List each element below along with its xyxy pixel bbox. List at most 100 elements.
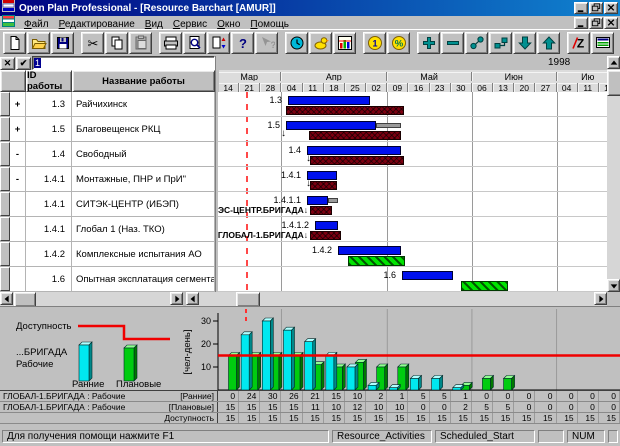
scroll-left-button[interactable] xyxy=(186,292,199,305)
task-id-cell[interactable]: 1.6 xyxy=(26,267,72,291)
task-name-cell[interactable]: Опытная эксплатация сегмента xyxy=(72,267,215,291)
row-selector[interactable] xyxy=(0,117,10,141)
resource-duck-button[interactable] xyxy=(309,31,332,54)
task-name-cell[interactable]: СИТЭК-ЦЕНТР (ИБЭП) xyxy=(72,192,215,216)
menu-файл[interactable]: Файл xyxy=(24,18,49,30)
task-row[interactable]: +1.3 Райчихинск xyxy=(0,92,215,117)
expand-toggle[interactable] xyxy=(10,242,26,266)
task-id-cell[interactable]: 1.4.1 xyxy=(26,167,72,191)
task-name-cell[interactable]: Комплексные испытания АО xyxy=(72,242,215,266)
scroll-down-button[interactable] xyxy=(607,279,620,292)
baseline-bar[interactable] xyxy=(309,131,401,140)
task-id-cell[interactable]: 1.3 xyxy=(26,92,72,116)
task-name-cell[interactable]: Свободный xyxy=(72,142,215,166)
baseline-bar[interactable] xyxy=(286,106,404,115)
task-row[interactable]: 1.6 Опытная эксплатация сегмента xyxy=(0,267,215,292)
move-down-button[interactable] xyxy=(513,31,536,54)
move-up-button[interactable] xyxy=(537,31,560,54)
baseline-bar[interactable] xyxy=(310,231,341,240)
task-id-cell[interactable]: 1.4.1 xyxy=(26,217,72,241)
scroll-thumb[interactable] xyxy=(236,292,260,307)
task-id-cell[interactable]: 1.4.1 xyxy=(26,192,72,216)
window-restore-button[interactable] xyxy=(589,2,603,14)
scroll-thumb[interactable] xyxy=(607,70,620,96)
scroll-left-button[interactable] xyxy=(0,292,13,305)
early-schedule-bar[interactable] xyxy=(288,96,370,105)
print-button[interactable] xyxy=(159,31,182,54)
planned-schedule-bar[interactable] xyxy=(461,281,508,291)
menu-помощь[interactable]: Помощь xyxy=(250,18,290,30)
window-minimize-button[interactable] xyxy=(574,2,588,14)
expand-toggle[interactable] xyxy=(10,217,26,241)
expand-toggle[interactable] xyxy=(10,192,26,216)
sort-z-button[interactable]: Z xyxy=(567,31,590,54)
expand-toggle[interactable]: + xyxy=(10,117,26,141)
percent-button[interactable]: % xyxy=(387,31,410,54)
remove-node-button[interactable] xyxy=(441,31,464,54)
row-selector[interactable] xyxy=(0,217,10,241)
vertical-scrollbar[interactable] xyxy=(607,56,620,292)
copy-button[interactable] xyxy=(105,31,128,54)
expand-toggle[interactable]: - xyxy=(10,167,26,191)
add-node-button[interactable] xyxy=(417,31,440,54)
coin-button[interactable]: 1 xyxy=(363,31,386,54)
early-schedule-bar[interactable] xyxy=(338,246,401,255)
task-row[interactable]: 1.4.1 Глобал 1 (Наз. ТКО) xyxy=(0,217,215,242)
help-button[interactable]: ? xyxy=(231,31,254,54)
task-name-cell[interactable]: Монтажные, ПНР и ПрИ" xyxy=(72,167,215,191)
task-row[interactable]: 1.4.2 Комплексные испытания АО xyxy=(0,242,215,267)
baseline-bar[interactable] xyxy=(310,181,337,190)
panel-splitter[interactable] xyxy=(215,56,219,292)
link-nodes-button[interactable] xyxy=(465,31,488,54)
early-schedule-bar[interactable] xyxy=(307,196,328,205)
row-selector[interactable] xyxy=(0,142,10,166)
early-schedule-bar[interactable] xyxy=(315,221,338,230)
expand-toggle[interactable]: - xyxy=(10,142,26,166)
row-selector[interactable] xyxy=(0,167,10,191)
row-selector[interactable] xyxy=(0,192,10,216)
document-icon[interactable] xyxy=(2,14,15,32)
early-schedule-bar[interactable] xyxy=(402,271,453,280)
task-id-cell[interactable]: 1.5 xyxy=(26,117,72,141)
edit-confirm-button[interactable]: ✔ xyxy=(16,56,31,70)
edit-cancel-button[interactable]: ✕ xyxy=(0,56,15,70)
link-boxes-button[interactable] xyxy=(489,31,512,54)
horizontal-scrollbar-gantt[interactable] xyxy=(186,292,607,307)
scroll-right-button[interactable] xyxy=(170,292,183,305)
early-schedule-bar[interactable] xyxy=(286,121,376,130)
expand-toggle[interactable]: + xyxy=(10,92,26,116)
horizontal-scrollbar-table[interactable] xyxy=(0,292,183,307)
scroll-thumb[interactable] xyxy=(14,292,36,307)
window-close-button[interactable] xyxy=(604,2,618,14)
child-window-minimize-button[interactable] xyxy=(574,16,588,29)
column-header-name[interactable]: Название работы xyxy=(72,70,215,92)
menu-редактирование[interactable]: Редактирование xyxy=(58,18,135,30)
menu-сервис[interactable]: Сервис xyxy=(172,18,208,30)
open-folder-button[interactable] xyxy=(27,31,50,54)
menu-окно[interactable]: Окно xyxy=(217,18,241,30)
task-id-cell[interactable]: 1.4.2 xyxy=(26,242,72,266)
early-schedule-bar[interactable] xyxy=(307,146,401,155)
histogram-chart-button[interactable] xyxy=(333,31,356,54)
edit-cell-input[interactable]: 1 xyxy=(32,56,215,70)
scroll-right-button[interactable] xyxy=(594,292,607,305)
cut-button[interactable]: ✂ xyxy=(81,31,104,54)
task-name-cell[interactable]: Благовещенск РКЦ xyxy=(72,117,215,141)
row-selector[interactable] xyxy=(0,267,10,291)
task-row[interactable]: +1.5 Благовещенск РКЦ xyxy=(0,117,215,142)
column-header-id[interactable]: ID работы xyxy=(26,70,72,92)
clock-button[interactable] xyxy=(285,31,308,54)
new-file-button[interactable] xyxy=(3,31,26,54)
baseline-bar[interactable] xyxy=(310,156,404,165)
child-window-close-button[interactable] xyxy=(604,16,618,29)
baseline-bar[interactable] xyxy=(310,206,332,215)
print-preview-button[interactable] xyxy=(183,31,206,54)
child-window-restore-button[interactable] xyxy=(589,16,603,29)
task-name-cell[interactable]: Глобал 1 (Наз. ТКО) xyxy=(72,217,215,241)
task-row[interactable]: -1.4.1 Монтажные, ПНР и ПрИ" xyxy=(0,167,215,192)
task-row[interactable]: 1.4.1 СИТЭК-ЦЕНТР (ИБЭП) xyxy=(0,192,215,217)
view-screen-button[interactable] xyxy=(591,31,614,54)
task-id-cell[interactable]: 1.4 xyxy=(26,142,72,166)
menu-вид[interactable]: Вид xyxy=(144,18,163,30)
task-row[interactable]: -1.4 Свободный xyxy=(0,142,215,167)
